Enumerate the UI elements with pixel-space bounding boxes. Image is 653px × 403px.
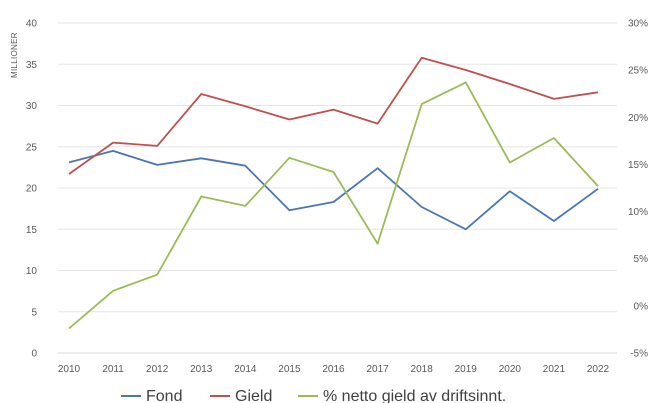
x-tick-label: 2015 xyxy=(278,364,301,375)
y-left-tick-label: 10 xyxy=(26,266,38,277)
legend-label: Gield xyxy=(235,388,272,403)
x-tick-label: 2019 xyxy=(455,364,478,375)
y-right-tick-label: 15% xyxy=(628,160,648,171)
y-right-tick-label: 30% xyxy=(628,19,648,30)
y-left-tick-label: 0 xyxy=(31,349,37,360)
y-axis-label: MILLIONER xyxy=(10,32,19,78)
y-right-tick-label: 10% xyxy=(628,207,648,218)
x-tick-label: 2018 xyxy=(411,364,434,375)
tick-labels: 0 5 10 15 20 25 30 35 40 -5% 0% 5% 10% 15% 20% 25% 30% 20… xyxy=(26,19,648,376)
legend: Fond Gield % netto gield av driftsinnt. xyxy=(121,388,506,403)
y-left-tick-label: 15 xyxy=(26,225,38,236)
x-tick-label: 2017 xyxy=(366,364,389,375)
series-line-netto-gield-av-driftsinnt xyxy=(68,81,599,330)
y-left-tick-label: 20 xyxy=(26,184,38,195)
y-left-tick-label: 30 xyxy=(26,101,38,112)
x-tick-label: 2011 xyxy=(102,364,124,375)
y-right-tick-label: 5% xyxy=(634,254,649,265)
y-right-tick-label: -5% xyxy=(630,349,648,360)
y-right-tick-label: 0% xyxy=(634,301,649,312)
x-tick-label: 2013 xyxy=(190,364,213,375)
y-right-tick-label: 25% xyxy=(628,66,648,77)
y-left-tick-label: 40 xyxy=(26,19,38,30)
x-tick-label: 2021 xyxy=(543,364,566,375)
x-tick-label: 2010 xyxy=(58,364,81,375)
gridlines xyxy=(58,22,617,354)
series-lines xyxy=(68,56,599,330)
x-tick-label: 2022 xyxy=(587,364,610,375)
x-tick-label: 2016 xyxy=(322,364,345,375)
series-line-gield xyxy=(68,56,599,175)
y-left-tick-label: 5 xyxy=(31,307,37,318)
legend-label: % netto gield av driftsinnt. xyxy=(323,388,506,403)
series-line-fond xyxy=(68,149,599,231)
x-tick-label: 2020 xyxy=(499,364,522,375)
y-right-tick-label: 20% xyxy=(628,113,648,124)
y-left-tick-label: 35 xyxy=(26,60,38,71)
legend-label: Fond xyxy=(146,388,182,403)
y-left-tick-label: 25 xyxy=(26,142,38,153)
x-tick-label: 2014 xyxy=(234,364,257,375)
x-tick-label: 2012 xyxy=(146,364,169,375)
